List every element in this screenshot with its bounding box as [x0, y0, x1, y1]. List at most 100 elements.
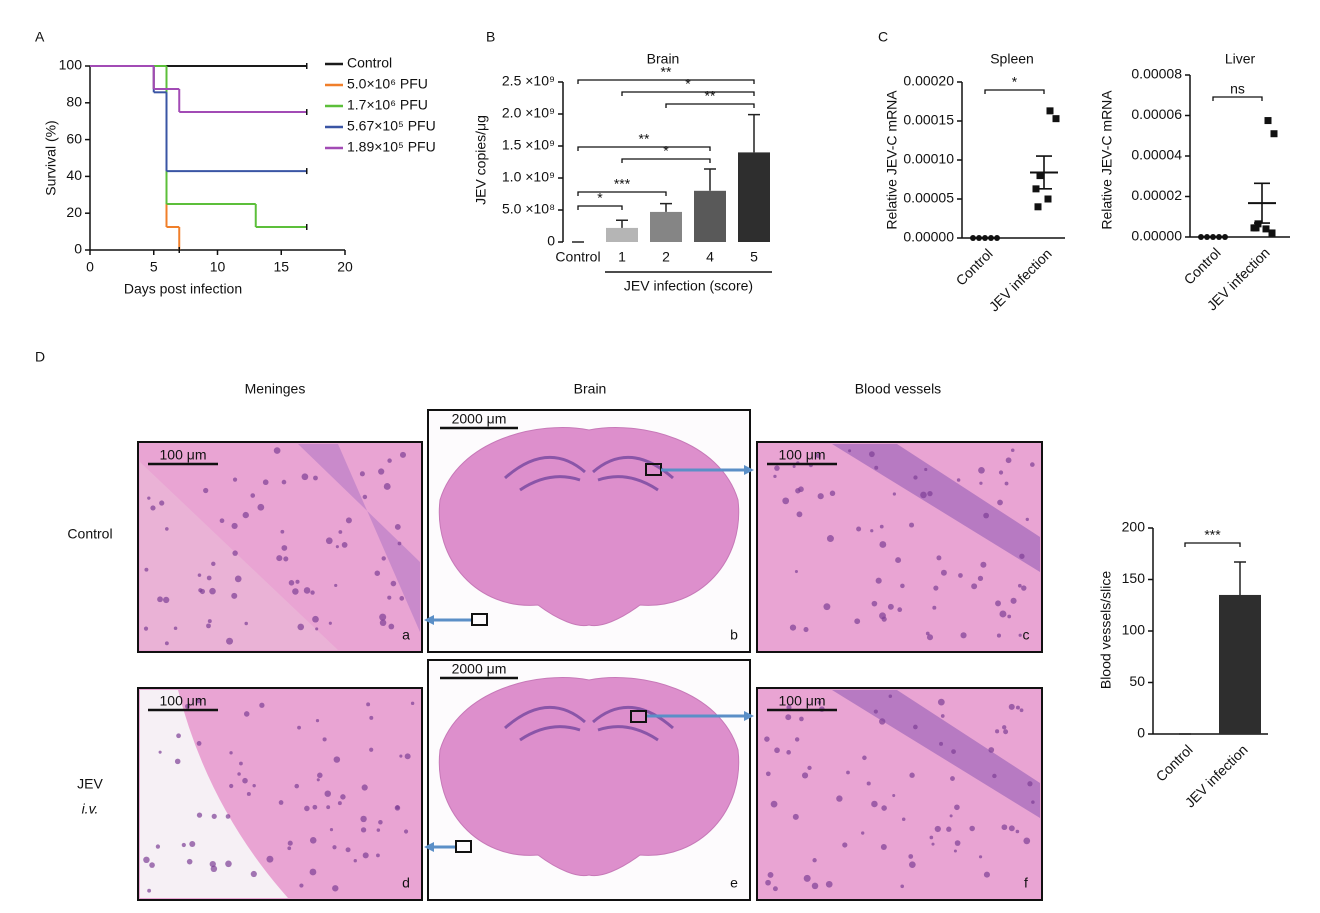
cell: [829, 490, 836, 497]
cell: [871, 800, 878, 808]
y-tick-label: 100: [1122, 622, 1146, 638]
cell: [376, 853, 380, 858]
cell: [888, 694, 893, 698]
cell: [875, 577, 882, 584]
data-point: [1034, 203, 1042, 211]
cell: [353, 859, 357, 863]
cell: [803, 627, 809, 633]
cell: [879, 541, 887, 548]
x-tick-label: JEV infection: [986, 245, 1055, 314]
cell: [362, 494, 368, 500]
cell: [936, 555, 942, 561]
image-letter: e: [730, 875, 738, 891]
hippocampus: [504, 706, 674, 742]
cell: [303, 587, 311, 594]
cell: [801, 772, 809, 779]
cell: [211, 561, 216, 567]
scale-bar-label: 2000 μm: [452, 661, 507, 677]
cell: [861, 831, 865, 835]
cell: [900, 884, 905, 889]
cell: [315, 627, 319, 631]
cell: [278, 800, 284, 805]
cell: [335, 545, 339, 549]
panel-label: A: [35, 29, 45, 45]
cell: [870, 529, 874, 533]
cell: [862, 755, 867, 761]
cell: [908, 854, 914, 859]
cell: [158, 750, 162, 754]
cell: [299, 883, 304, 888]
cell: [399, 451, 407, 458]
error-bar: [748, 113, 760, 153]
cell: [252, 783, 256, 788]
cell: [789, 624, 797, 631]
x-tick-label: 1: [618, 249, 626, 265]
data-point: [1254, 220, 1262, 228]
cell: [770, 800, 778, 808]
brain-section: [438, 677, 740, 877]
cell: [765, 879, 771, 886]
cell: [366, 702, 371, 707]
cell: [143, 856, 150, 864]
cell: [1015, 829, 1020, 834]
scale-bar-label: 2000 μm: [452, 411, 507, 427]
cell: [185, 703, 190, 709]
cell: [266, 855, 274, 863]
scale-bar-label: 100 μm: [160, 693, 207, 709]
cell: [924, 467, 928, 472]
cell: [956, 478, 961, 482]
cell: [332, 845, 337, 850]
x-tick-label: 10: [210, 259, 226, 275]
cell: [900, 583, 905, 589]
error-bar: [660, 202, 672, 212]
cell: [359, 471, 365, 477]
cell: [794, 737, 800, 742]
cell: [234, 575, 242, 583]
cell: [895, 557, 902, 564]
bar: [694, 190, 726, 242]
significance-label: **: [661, 64, 672, 80]
cell: [360, 815, 367, 823]
cell: [206, 623, 211, 629]
cell: [796, 511, 803, 518]
x-axis-label: Days post infection: [124, 281, 242, 297]
cell: [958, 573, 963, 578]
y-tick-label: 50: [1129, 673, 1145, 689]
row-label: JEV: [77, 776, 103, 792]
cell: [992, 773, 997, 779]
cell: [1027, 781, 1033, 787]
cell: [198, 588, 203, 593]
bar: [650, 211, 682, 242]
cell: [244, 621, 248, 626]
y-tick-label: 0: [74, 241, 82, 257]
scale-bar-label: 100 μm: [779, 693, 826, 709]
row-sublabel: i.v.: [82, 801, 99, 817]
significance-label: *: [597, 190, 603, 206]
panel-label: C: [878, 29, 888, 45]
cell: [939, 741, 944, 746]
cell: [399, 754, 403, 758]
error-bar: [616, 219, 628, 228]
cell: [325, 537, 333, 545]
cell: [997, 499, 1003, 506]
arrow-head: [744, 711, 754, 721]
significance-bracket: [621, 91, 755, 96]
cell: [772, 886, 778, 892]
cell: [150, 505, 156, 511]
cell: [310, 590, 315, 595]
cell: [1031, 800, 1035, 804]
cell: [174, 758, 181, 765]
cell: [219, 518, 225, 524]
x-tick-label: Control: [953, 245, 996, 288]
y-tick-label: 0.00015: [903, 112, 954, 128]
cell: [1008, 825, 1015, 832]
cell: [376, 828, 381, 832]
cell: [144, 567, 149, 572]
cell: [243, 711, 250, 717]
cell: [157, 596, 163, 603]
cell: [887, 603, 894, 610]
y-axis-label: Relative JEV-C mRNA: [1099, 90, 1115, 230]
cell: [211, 813, 217, 819]
cell: [250, 493, 256, 498]
cell-layer: [218, 444, 420, 632]
